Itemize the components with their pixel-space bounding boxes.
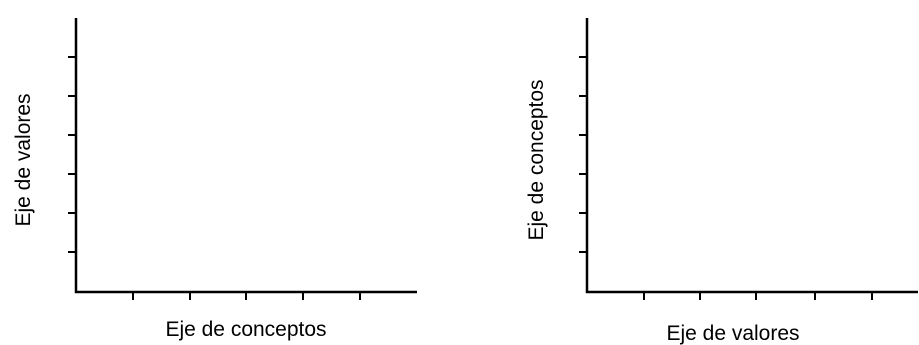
chart-left-x-ticks	[132, 292, 361, 300]
chart-left-y-axis-label: Eje de valores	[12, 93, 35, 226]
chart-left: Eje de conceptos Eje de valores	[12, 18, 417, 341]
chart-right: Eje de valores Eje de conceptos	[525, 18, 918, 345]
chart-left-x-axis-label: Eje de conceptos	[165, 318, 326, 341]
chart-right-y-axis-label: Eje de conceptos	[525, 79, 548, 240]
chart-right-x-axis-label: Eje de valores	[666, 322, 799, 345]
chart-left-axes	[74, 18, 417, 294]
chart-right-y-ticks	[579, 56, 587, 253]
chart-left-y-ticks	[68, 56, 76, 253]
chart-right-axes	[585, 18, 918, 294]
chart-right-x-ticks	[643, 292, 873, 300]
